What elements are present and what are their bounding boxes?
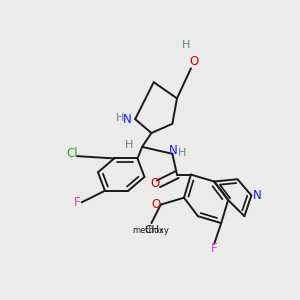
Text: H: H (182, 40, 190, 50)
Text: F: F (74, 196, 80, 209)
Text: N: N (123, 113, 131, 126)
Text: N: N (169, 144, 178, 157)
Text: O: O (190, 55, 199, 68)
Text: F: F (211, 242, 217, 255)
Text: H: H (125, 140, 134, 150)
Text: H: H (178, 148, 186, 158)
Text: O: O (152, 198, 161, 211)
Text: methoxy: methoxy (132, 226, 169, 235)
Text: O: O (150, 177, 160, 190)
Text: CH₃: CH₃ (144, 225, 164, 235)
Text: N: N (253, 189, 262, 202)
Text: Cl: Cl (67, 147, 78, 160)
Text: H: H (116, 113, 124, 123)
